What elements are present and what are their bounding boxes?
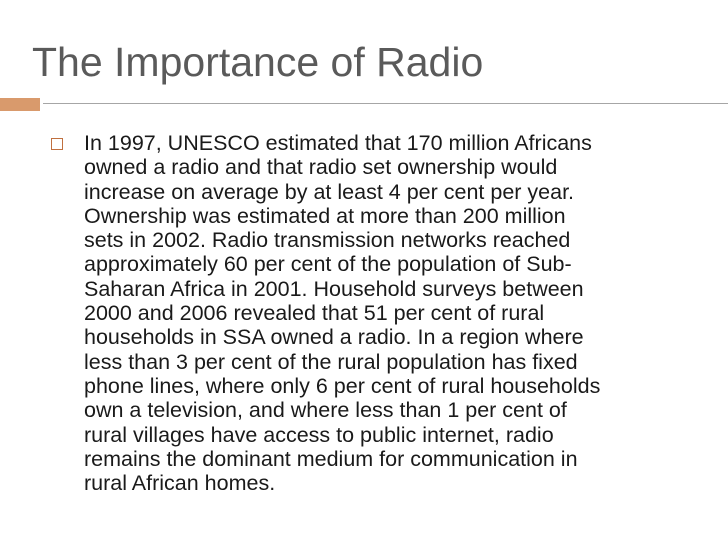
body-line: sets in 2002. Radio transmission network… — [84, 228, 571, 253]
body-line: less than 3 per cent of the rural popula… — [84, 349, 578, 374]
body-line: households in SSA owned a radio. In a re… — [84, 325, 584, 350]
body-line: phone lines, where only 6 per cent of ru… — [84, 373, 601, 398]
body-line: approximately 60 per cent of the populat… — [84, 252, 572, 277]
body-line: 2000 and 2006 revealed that 51 per cent … — [84, 301, 545, 326]
title-accent — [0, 98, 40, 111]
body-line: increase on average by at least 4 per ce… — [84, 179, 575, 204]
body-line: rural villages have access to public int… — [84, 422, 554, 447]
body-line: rural African homes. — [84, 471, 276, 496]
body-line: remains the dominant medium for communic… — [84, 446, 578, 471]
body-line: In 1997, UNESCO estimated that 170 milli… — [84, 131, 592, 155]
body-line: own a television, and where less than 1 … — [84, 398, 567, 423]
body-text: In 1997, UNESCO estimated that 170 milli… — [84, 131, 600, 495]
slide-title: The Importance of Radio — [32, 39, 484, 85]
bullet — [51, 138, 63, 150]
title-rule — [43, 103, 728, 104]
body-line: owned a radio and that radio set ownersh… — [84, 155, 558, 180]
body-line: Ownership was estimated at more than 200… — [84, 203, 566, 228]
body-line: Saharan Africa in 2001. Household survey… — [84, 276, 584, 301]
